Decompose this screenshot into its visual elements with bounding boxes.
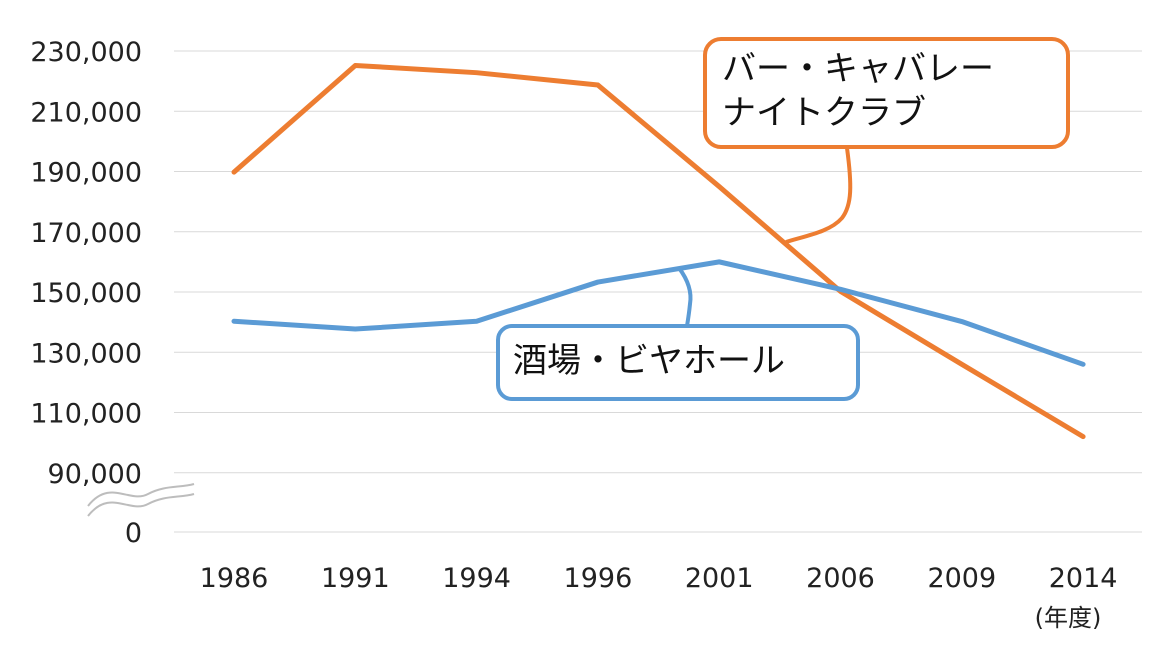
x-tick-label: 2014 (1049, 563, 1118, 594)
callout-label-line2: ナイトクラブ (722, 93, 926, 133)
x-tick-label: 1994 (442, 563, 511, 594)
gridlines (174, 50, 1142, 533)
series-line-sakaba (231, 259, 1086, 367)
series-lines (231, 62, 1086, 440)
axis-break-mark (87, 483, 195, 517)
x-tick-label: 2006 (806, 563, 875, 594)
y-tick-label: 0 (125, 518, 142, 549)
x-tick-label: 1991 (321, 563, 390, 594)
x-tick-label: 2001 (685, 563, 754, 594)
series-line-bar-cabaret (231, 62, 1086, 440)
y-tick-label: 130,000 (30, 338, 142, 369)
y-tick-label: 210,000 (30, 97, 142, 128)
callout-box-sakaba (496, 324, 860, 401)
callout-leader-bar-cabaret (785, 147, 853, 244)
y-tick-label: 170,000 (30, 218, 142, 249)
callout-bar-cabaret: バー・キャバレー ナイトクラブ (703, 37, 1070, 244)
x-tick-label: 1986 (200, 563, 269, 594)
y-tick-label: 150,000 (30, 278, 142, 309)
y-tick-label: 110,000 (30, 399, 142, 430)
y-tick-label: 230,000 (30, 37, 142, 68)
y-tick-label: 90,000 (48, 459, 142, 490)
callout-box-bar-cabaret (703, 37, 1070, 149)
y-tick-label: 190,000 (30, 158, 142, 189)
x-axis-tick-labels: 1986 1991 1994 1996 2001 2006 2009 2014 (200, 563, 1118, 594)
callout-label-sakaba: 酒場・ビヤホール (513, 341, 785, 381)
x-tick-label: 1996 (564, 563, 633, 594)
callout-label-line1: バー・キャバレー (722, 49, 994, 89)
callout-sakaba: 酒場・ビヤホール (496, 266, 860, 401)
x-tick-label: 2009 (927, 563, 996, 594)
callout-leader-sakaba (677, 266, 693, 327)
x-axis-unit-label: (年度) (1035, 604, 1102, 632)
y-axis-tick-labels: 0 90,000 110,000 130,000 150,000 170,000 190,0… (30, 37, 142, 549)
